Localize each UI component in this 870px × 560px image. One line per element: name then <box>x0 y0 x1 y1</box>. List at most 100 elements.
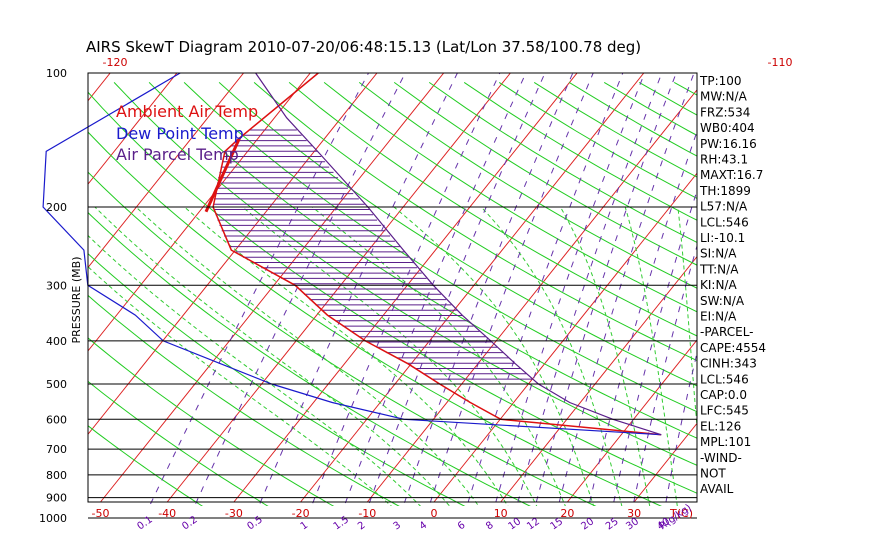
moist-adiabat <box>624 206 678 506</box>
mixing-ratio-line <box>466 73 624 506</box>
index-entry: RH:43.1 <box>700 153 748 167</box>
index-entry: LCL:546 <box>700 215 749 229</box>
index-entry: NOT <box>700 467 726 481</box>
pressure-tick-label: 300 <box>46 279 67 292</box>
index-entry: MPL:101 <box>700 435 751 449</box>
index-entry: LFC:545 <box>700 404 749 418</box>
mixing-ratio-line <box>612 189 697 506</box>
index-entry: TH:1899 <box>699 184 751 198</box>
dry-adiabat <box>88 253 466 506</box>
isotherm-line <box>300 73 645 503</box>
x-axis-label: T(C) <box>669 507 693 520</box>
pressure-tick-label: 500 <box>46 378 67 391</box>
dry-adiabat <box>323 82 697 313</box>
pressure-tick-label: 900 <box>46 492 67 505</box>
dry-adiabat <box>88 131 662 506</box>
moist-adiabat <box>480 206 623 506</box>
mixing-ratio-label: 4 <box>418 520 430 533</box>
bottom-temp-tick: -10 <box>358 507 376 520</box>
index-entry: SW:N/A <box>700 294 745 308</box>
index-entry: EL:126 <box>700 419 741 433</box>
dry-adiabat <box>88 337 335 506</box>
index-entry: SI:N/A <box>700 247 737 261</box>
top-temp-tick: -120 <box>103 56 128 69</box>
mixing-ratio-label: 1 <box>299 520 311 533</box>
index-entry: PW:16.16 <box>700 137 757 151</box>
mixing-ratio-label: 2 <box>356 520 368 533</box>
mixing-ratio-label: 6 <box>456 520 468 533</box>
moist-adiabat <box>559 206 651 506</box>
background-grid <box>88 73 697 506</box>
bottom-temp-tick: 30 <box>627 507 641 520</box>
index-entry: CAP:0.0 <box>700 388 747 402</box>
moist-adiabat <box>88 266 392 506</box>
y-axis-label: PRESSURE (MB) <box>70 257 83 344</box>
isotherm-line <box>100 73 445 503</box>
bottom-temp-tick: -30 <box>225 507 243 520</box>
chart-title: AIRS SkewT Diagram 2010-07-20/06:48:15.1… <box>86 38 641 56</box>
dewpoint-line <box>42 72 662 436</box>
mixing-ratio-line <box>557 73 695 506</box>
mixing-ratio-line <box>588 130 697 506</box>
isotherm-line <box>633 422 697 503</box>
pressure-tick-label: 100 <box>46 67 67 80</box>
dry-adiabat <box>288 82 697 337</box>
index-entry: CAPE:4554 <box>700 341 766 355</box>
bottom-temp-tick: -50 <box>92 507 110 520</box>
index-entry: AVAIL <box>700 482 734 496</box>
moist-adiabat <box>677 206 697 432</box>
cape-hatch <box>213 129 533 380</box>
mixing-ratio-line <box>428 73 594 506</box>
isotherm-line <box>500 255 697 503</box>
bottom-temp-tick: 20 <box>560 507 574 520</box>
mixing-ratio-line <box>516 73 663 506</box>
mixing-ratio-line <box>664 350 697 506</box>
profiles <box>42 72 662 436</box>
moist-adiabat <box>184 206 509 506</box>
index-entry: LI:-10.1 <box>700 231 745 245</box>
index-entry: TP:100 <box>699 74 742 88</box>
parcel-temp-line <box>255 72 662 436</box>
mixing-ratio-line <box>402 73 574 506</box>
legend-dewpoint: Dew Point Temp <box>116 124 244 143</box>
dry-adiabat <box>88 425 204 506</box>
index-entry: MW:N/A <box>700 90 748 104</box>
mixing-ratio-label: 8 <box>484 520 496 533</box>
pressure-tick-label: 600 <box>46 413 67 426</box>
bottom-temp-tick: -40 <box>158 507 176 520</box>
plot-border <box>87 72 698 503</box>
dry-adiabat <box>183 82 697 413</box>
bottom-temp-tick: -20 <box>292 507 310 520</box>
dry-adiabat <box>148 82 697 439</box>
ambient-temp-line <box>212 72 662 436</box>
dry-adiabat <box>393 81 697 266</box>
mixing-ratio-line <box>367 73 546 506</box>
dry-adiabat <box>88 171 597 506</box>
isotherm-line <box>166 73 511 503</box>
bottom-temp-tick: 0 <box>431 507 438 520</box>
dry-adiabat <box>253 82 697 362</box>
mixing-ratio-line <box>632 244 697 506</box>
dry-adiabat <box>88 211 531 506</box>
dry-adiabat <box>88 91 697 494</box>
index-entry: -WIND- <box>700 451 742 465</box>
moist-adiabat <box>393 206 595 506</box>
isotherm-line <box>88 73 178 185</box>
dry-adiabat <box>88 380 269 506</box>
index-entry: -PARCEL- <box>700 325 754 339</box>
pressure-tick-label: 700 <box>46 443 67 456</box>
index-entry: MAXT:16.7 <box>700 168 763 182</box>
dry-adiabat <box>358 82 697 289</box>
mixing-ratio-line <box>534 73 677 506</box>
index-entry: LCL:546 <box>700 372 749 386</box>
dry-adiabat <box>218 82 697 387</box>
plot-frame <box>87 72 698 519</box>
pressure-tick-label: 1000 <box>39 512 67 525</box>
mixing-ratio-line <box>149 73 369 506</box>
isotherm-line <box>88 73 244 269</box>
top-temp-tick: -110 <box>768 56 793 69</box>
index-entry: EI:N/A <box>700 310 737 324</box>
isotherm-line <box>88 73 378 436</box>
